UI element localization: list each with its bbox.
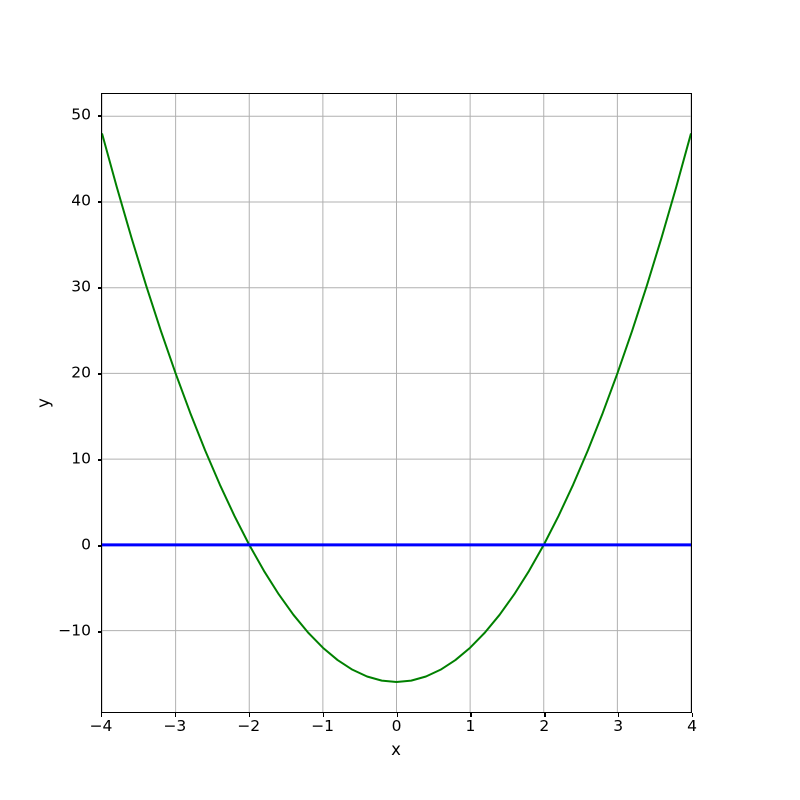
x-tick-label: −3: [163, 717, 187, 735]
x-tick-mark: [396, 713, 398, 717]
y-tick-label: 50: [71, 105, 91, 124]
x-tick-label: −4: [89, 717, 113, 735]
x-tick-mark: [470, 713, 472, 717]
x-tick-label: 2: [539, 717, 550, 735]
y-tick-mark: [97, 287, 101, 289]
x-tick-mark: [322, 713, 324, 717]
y-tick-label: 0: [81, 535, 91, 554]
x-tick-mark: [101, 713, 103, 717]
y-tick-label: 40: [71, 191, 91, 210]
y-tick-mark: [97, 201, 101, 203]
y-tick-mark: [97, 373, 101, 375]
x-tick-mark: [692, 713, 694, 717]
x-tick-mark: [618, 713, 620, 717]
plot-axes-area: [101, 93, 692, 713]
y-tick-mark: [97, 631, 101, 633]
x-tick-label: 3: [613, 717, 624, 735]
y-tick-mark: [97, 545, 101, 547]
y-tick-mark: [97, 459, 101, 461]
x-tick-label: −1: [311, 717, 335, 735]
x-tick-label: 1: [465, 717, 476, 735]
y-tick-label: 30: [71, 277, 91, 296]
x-tick-mark: [248, 713, 251, 717]
x-axis-label: x: [391, 740, 401, 759]
y-tick-label: −10: [58, 621, 91, 640]
y-tick-mark: [97, 115, 101, 117]
y-tick-label: 20: [71, 363, 91, 382]
y-axis-label: y: [33, 398, 53, 408]
x-tick-label: 4: [687, 717, 697, 735]
x-tick-mark: [544, 713, 546, 717]
series-line-parabola: [102, 133, 691, 683]
y-tick-label: 10: [71, 449, 91, 468]
data-series-group: [102, 133, 691, 683]
x-tick-label: −2: [237, 717, 261, 735]
x-tick-label: 0: [391, 717, 402, 735]
plot-curves-svg: [102, 94, 691, 712]
gridlines-group: [102, 94, 691, 712]
x-tick-mark: [174, 713, 177, 717]
